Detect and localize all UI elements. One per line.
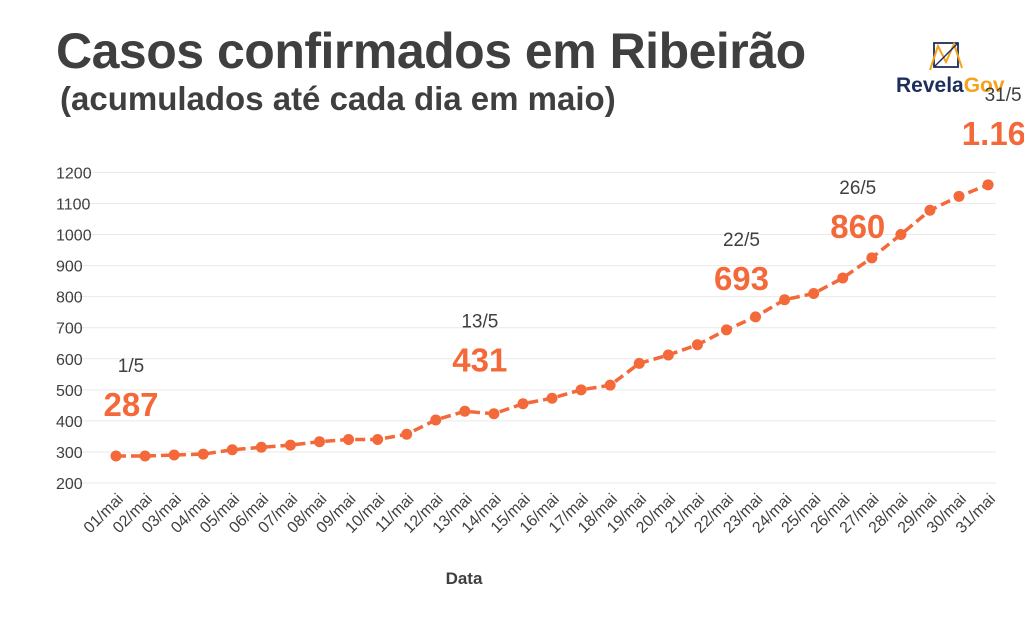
data-point — [750, 311, 762, 323]
data-point — [720, 324, 732, 336]
data-point — [808, 288, 820, 300]
data-point — [662, 349, 674, 361]
data-point — [604, 379, 616, 391]
y-tick-label: 700 — [56, 321, 83, 338]
data-point — [226, 444, 238, 456]
chart-subtitle: (acumulados até cada dia em maio) — [60, 80, 616, 117]
y-tick-label: 200 — [56, 476, 83, 493]
annotation-value: 693 — [714, 260, 769, 297]
data-point — [633, 357, 645, 369]
data-point — [197, 448, 209, 460]
data-point — [430, 414, 442, 426]
data-point — [110, 450, 122, 462]
y-tick-label: 1100 — [56, 196, 91, 213]
data-point — [895, 229, 907, 241]
data-point — [837, 272, 849, 284]
annotation-value: 287 — [103, 386, 158, 423]
data-point — [401, 428, 413, 440]
chart-title: Casos confirmados em Ribeirão — [56, 23, 806, 79]
annotation-date: 26/5 — [839, 178, 876, 199]
y-tick-label: 900 — [56, 259, 83, 276]
y-tick-label: 300 — [56, 445, 83, 462]
revelagov-logo-icon — [929, 41, 963, 71]
data-point — [575, 384, 587, 396]
data-point — [546, 392, 558, 404]
annotation-date: 31/5 — [985, 85, 1022, 106]
annotation-date: 22/5 — [723, 230, 760, 251]
annotation-date: 1/5 — [118, 356, 144, 377]
logo-wordmark-part1: Revela — [896, 74, 964, 97]
logo-wordmark-part2: Gov — [963, 74, 1005, 97]
annotation-value: 860 — [830, 208, 885, 245]
x-axis-label: Data — [446, 569, 483, 588]
data-point — [168, 449, 180, 461]
revelagov-logo: RevelaGov — [896, 40, 1005, 98]
data-point — [313, 436, 325, 448]
y-tick-label: 800 — [56, 290, 83, 307]
data-point — [488, 408, 500, 420]
annotation-value: 1.160 — [962, 115, 1024, 152]
data-point — [459, 405, 471, 417]
data-point — [517, 398, 529, 410]
logo-wordmark: RevelaGov — [896, 74, 1005, 98]
annotation-value: 431 — [452, 341, 507, 378]
y-tick-label: 1200 — [56, 165, 92, 182]
data-point — [139, 450, 151, 462]
y-axis: 200 300 400 500 600 700 800 900 1000 1100 1200 — [56, 165, 92, 493]
data-point — [866, 252, 878, 264]
y-tick-label: 600 — [56, 352, 83, 369]
y-tick-label: 400 — [56, 414, 83, 431]
data-point — [284, 439, 296, 451]
data-point — [982, 179, 994, 191]
data-point — [343, 434, 355, 446]
y-tick-label: 1000 — [56, 228, 92, 245]
data-point — [255, 441, 267, 453]
data-point — [924, 204, 936, 216]
x-axis: 01/mai02/mai03/mai04/mai05/mai06/mai07/m… — [81, 491, 999, 537]
annotations: 1/5 287 13/5 431 22/5 693 26/5 860 31/5 1.160 — [103, 85, 1024, 423]
series-line — [110, 179, 994, 462]
data-point — [691, 339, 703, 351]
data-point — [372, 434, 384, 446]
data-point — [953, 190, 965, 202]
y-tick-label: 500 — [56, 383, 83, 400]
annotation-date: 13/5 — [461, 311, 498, 332]
data-point — [779, 294, 791, 306]
